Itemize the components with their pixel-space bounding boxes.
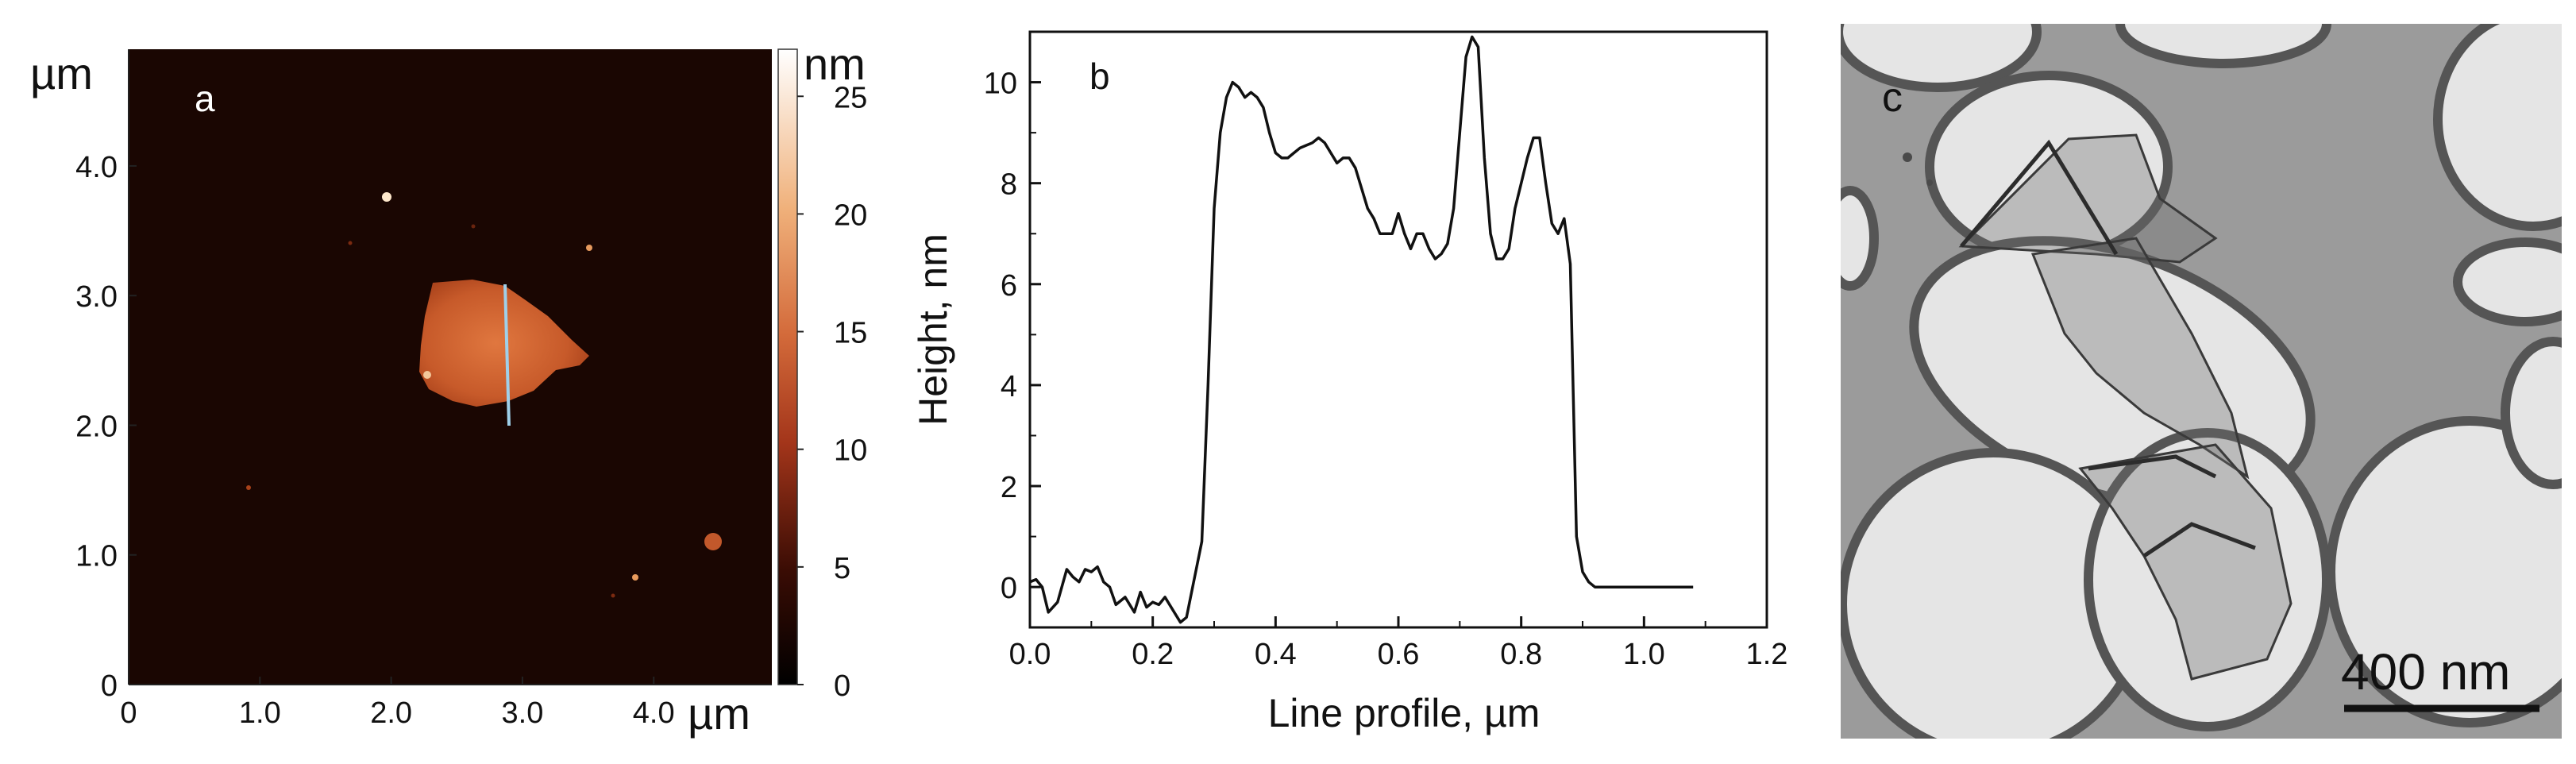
afm-y-tick-label: 2.0 bbox=[75, 410, 118, 443]
x-tick-label: 0.8 bbox=[1500, 638, 1542, 671]
afm-y-unit: µm bbox=[30, 48, 93, 98]
panel-a: µm a 0 1.0 2.0 3.0 4.0 0 1.0 2.0 3.0 4.0 µm nm 0 5… bbox=[30, 39, 867, 739]
y-tick-label: 6 bbox=[1001, 269, 1017, 303]
scalebar-label: 400 nm bbox=[2341, 643, 2510, 700]
panel-c: c 400 nm bbox=[1841, 24, 2562, 739]
afm-x-tick-label: 3.0 bbox=[502, 696, 544, 730]
y-tick-label: 2 bbox=[1001, 471, 1017, 504]
panel-label-b: b bbox=[1089, 56, 1110, 97]
tem-hole bbox=[1841, 24, 2042, 92]
afm-x-tick-label: 2.0 bbox=[370, 696, 412, 730]
tem-flake-folds bbox=[1960, 139, 2256, 558]
colorbar bbox=[777, 48, 798, 685]
colorbar-tick-label: 15 bbox=[834, 317, 867, 350]
line-profile-series bbox=[1029, 35, 1694, 624]
afm-x-unit: µm bbox=[688, 689, 750, 739]
afm-y-tick-label: 4.0 bbox=[75, 151, 118, 184]
colorbar-tick-label: 20 bbox=[834, 199, 867, 232]
afm-particle bbox=[704, 533, 722, 550]
tem-hole bbox=[2326, 416, 2562, 727]
x-tick-label: 0.6 bbox=[1378, 638, 1420, 671]
afm-x-tick-label: 0 bbox=[120, 696, 137, 730]
x-tick-label: 1.2 bbox=[1746, 638, 1788, 671]
afm-axis-ticks bbox=[128, 49, 772, 685]
tem-particle bbox=[1926, 179, 1933, 186]
plot-frame bbox=[1028, 30, 1768, 629]
x-axis-label: Line profile, µm bbox=[1268, 691, 1541, 735]
y-tick-label: 10 bbox=[984, 68, 1017, 101]
x-tick-label: 0.2 bbox=[1132, 638, 1174, 671]
tem-holey-carbon bbox=[1841, 24, 2562, 739]
afm-particle bbox=[632, 574, 638, 581]
afm-particle bbox=[246, 485, 251, 490]
y-tick-label: 4 bbox=[1001, 370, 1017, 403]
afm-particle bbox=[471, 224, 476, 229]
colorbar-unit: nm bbox=[804, 39, 866, 89]
panel-label-c: c bbox=[1882, 75, 1903, 121]
tem-hole bbox=[2453, 237, 2562, 326]
afm-particle bbox=[348, 241, 353, 245]
tem-hole bbox=[2433, 24, 2562, 231]
afm-y-tick-label: 3.0 bbox=[75, 280, 118, 314]
colorbar-tick-label: 0 bbox=[834, 669, 850, 703]
colorbar-tick-label: 5 bbox=[834, 552, 850, 585]
tem-hole bbox=[2501, 337, 2562, 489]
afm-x-tick-label: 4.0 bbox=[633, 696, 675, 730]
panel-b: b 0.0 0.2 0.4 0.6 0.8 1.0 1.2 0 2 4 6 8 10 Line prof… bbox=[911, 30, 1788, 735]
afm-particle bbox=[586, 245, 592, 251]
y-axis-label: Height, nm bbox=[911, 233, 955, 426]
afm-particle bbox=[382, 192, 391, 202]
tem-hole bbox=[2115, 24, 2331, 68]
tem-flake bbox=[1958, 133, 2293, 681]
line-profile-chart: 0.0 0.2 0.4 0.6 0.8 1.0 1.2 0 2 4 6 8 10 bbox=[984, 30, 1788, 671]
afm-y-tick-label: 0 bbox=[101, 669, 118, 703]
afm-tick-labels: 0 1.0 2.0 3.0 4.0 0 1.0 2.0 3.0 4.0 bbox=[75, 151, 674, 730]
afm-profile-line bbox=[503, 284, 511, 426]
y-tick-label: 8 bbox=[1001, 168, 1017, 202]
tem-particle bbox=[1903, 152, 1912, 162]
afm-particle bbox=[611, 593, 615, 598]
colorbar-tick-labels: 0 5 10 15 20 25 bbox=[797, 81, 867, 703]
afm-image-features bbox=[246, 192, 722, 598]
afm-y-tick-label: 1.0 bbox=[75, 540, 118, 573]
x-tick-label: 0.0 bbox=[1009, 638, 1051, 671]
tem-hole bbox=[1841, 186, 1879, 291]
afm-flake-bright-spot bbox=[423, 371, 431, 379]
x-tick-label: 1.0 bbox=[1623, 638, 1665, 671]
afm-x-tick-label: 1.0 bbox=[239, 696, 281, 730]
colorbar-tick-label: 10 bbox=[834, 434, 867, 468]
colorbar-tick-label: 25 bbox=[834, 81, 867, 114]
panel-label-a: a bbox=[195, 78, 215, 119]
y-tick-label: 0 bbox=[1001, 572, 1017, 605]
afm-flake bbox=[419, 280, 589, 407]
x-tick-label: 0.4 bbox=[1255, 638, 1297, 671]
